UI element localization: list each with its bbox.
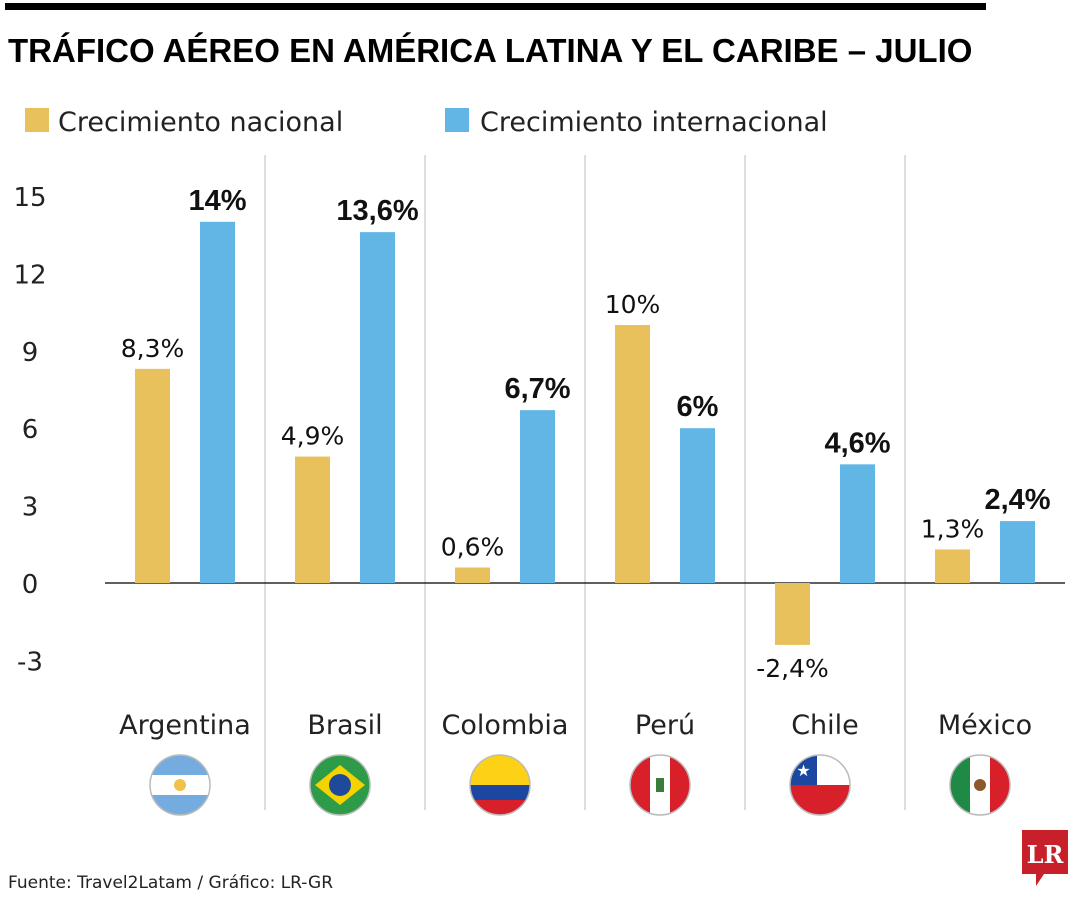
colombia-flag-icon bbox=[469, 754, 531, 816]
legend-swatch-nacional bbox=[25, 108, 49, 132]
data-label: 1,3% bbox=[921, 514, 985, 543]
chart-title: TRÁFICO AÉREO EN AMÉRICA LATINA Y EL CAR… bbox=[8, 32, 972, 69]
flag-border bbox=[309, 754, 371, 816]
flag-stripe bbox=[470, 800, 530, 815]
data-label: 10% bbox=[605, 290, 661, 319]
flag-border bbox=[149, 754, 211, 816]
bar-internacional bbox=[200, 221, 235, 584]
flag-fill bbox=[950, 755, 1010, 815]
lr-logo: LR bbox=[1022, 830, 1068, 886]
category-label: Perú bbox=[635, 710, 695, 741]
data-label: 8,3% bbox=[121, 334, 185, 363]
data-label: 13,6% bbox=[336, 195, 418, 227]
data-label: -2,4% bbox=[756, 654, 829, 683]
bar-nacional bbox=[455, 567, 490, 583]
bar-nacional bbox=[615, 325, 650, 583]
flag-border bbox=[949, 754, 1011, 816]
flag-border bbox=[469, 754, 531, 816]
sun-emblem bbox=[174, 779, 186, 791]
data-label: 14% bbox=[188, 185, 246, 217]
data-label: 2,4% bbox=[984, 484, 1050, 516]
mexico-flag-icon bbox=[949, 754, 1011, 816]
bar-internacional bbox=[840, 464, 875, 583]
flag-stripe bbox=[790, 785, 850, 815]
flag-stripe bbox=[630, 755, 650, 815]
data-label: 6% bbox=[677, 391, 719, 423]
bar-nacional bbox=[775, 583, 810, 645]
bar-internacional bbox=[1000, 521, 1035, 583]
bar-internacional bbox=[520, 410, 555, 583]
flag-fill bbox=[310, 755, 370, 815]
flag-border bbox=[789, 754, 851, 816]
bar-internacional bbox=[360, 232, 395, 583]
flag-emblem bbox=[974, 779, 986, 791]
flag-stripe bbox=[950, 755, 970, 815]
source-note: Fuente: Travel2Latam / Gráfico: LR-GR bbox=[8, 873, 333, 893]
y-tick-label: 0 bbox=[22, 570, 39, 600]
bar-nacional bbox=[135, 368, 170, 583]
flag-stripe bbox=[990, 755, 1010, 815]
flag-stripe bbox=[470, 755, 530, 785]
y-tick-label: 12 bbox=[13, 260, 46, 290]
data-label: 0,6% bbox=[441, 533, 505, 562]
category-label: México bbox=[938, 710, 1032, 741]
brazil-flag-icon bbox=[309, 754, 371, 816]
data-label: 4,6% bbox=[824, 427, 890, 459]
category-label: Colombia bbox=[442, 710, 569, 741]
flag-border bbox=[629, 754, 691, 816]
data-label: 4,9% bbox=[281, 422, 345, 451]
argentina-flag-icon bbox=[149, 754, 211, 816]
bar-nacional bbox=[295, 456, 330, 583]
legend-swatch-internacional bbox=[445, 108, 469, 132]
category-label: Brasil bbox=[307, 710, 382, 741]
category-label: Argentina bbox=[119, 710, 251, 741]
y-tick-label: -3 bbox=[17, 647, 43, 677]
category-label: Chile bbox=[791, 710, 859, 741]
legend-label-nacional: Crecimiento nacional bbox=[58, 107, 343, 138]
peru-flag-icon bbox=[629, 754, 691, 816]
lr-logo-text: LR bbox=[1027, 840, 1065, 869]
flag-emblem bbox=[656, 778, 664, 792]
top-rule bbox=[5, 3, 986, 10]
y-tick-label: 15 bbox=[13, 183, 46, 213]
flag-stripe bbox=[670, 755, 690, 815]
bar-nacional bbox=[935, 549, 970, 583]
flag-fill bbox=[630, 755, 690, 815]
y-tick-label: 6 bbox=[22, 415, 39, 445]
flag-globe bbox=[329, 774, 351, 796]
flag-stripe bbox=[470, 785, 530, 800]
flag-fill bbox=[150, 755, 210, 815]
y-tick-label: 3 bbox=[22, 493, 39, 523]
chile-flag-icon: ★ bbox=[789, 754, 851, 816]
y-tick-label: 9 bbox=[22, 338, 39, 368]
bar-internacional bbox=[680, 428, 715, 583]
lr-logo-badge bbox=[1022, 830, 1068, 886]
flag-star: ★ bbox=[796, 761, 810, 780]
legend-label-internacional: Crecimiento internacional bbox=[480, 107, 828, 138]
data-label: 6,7% bbox=[504, 373, 570, 405]
